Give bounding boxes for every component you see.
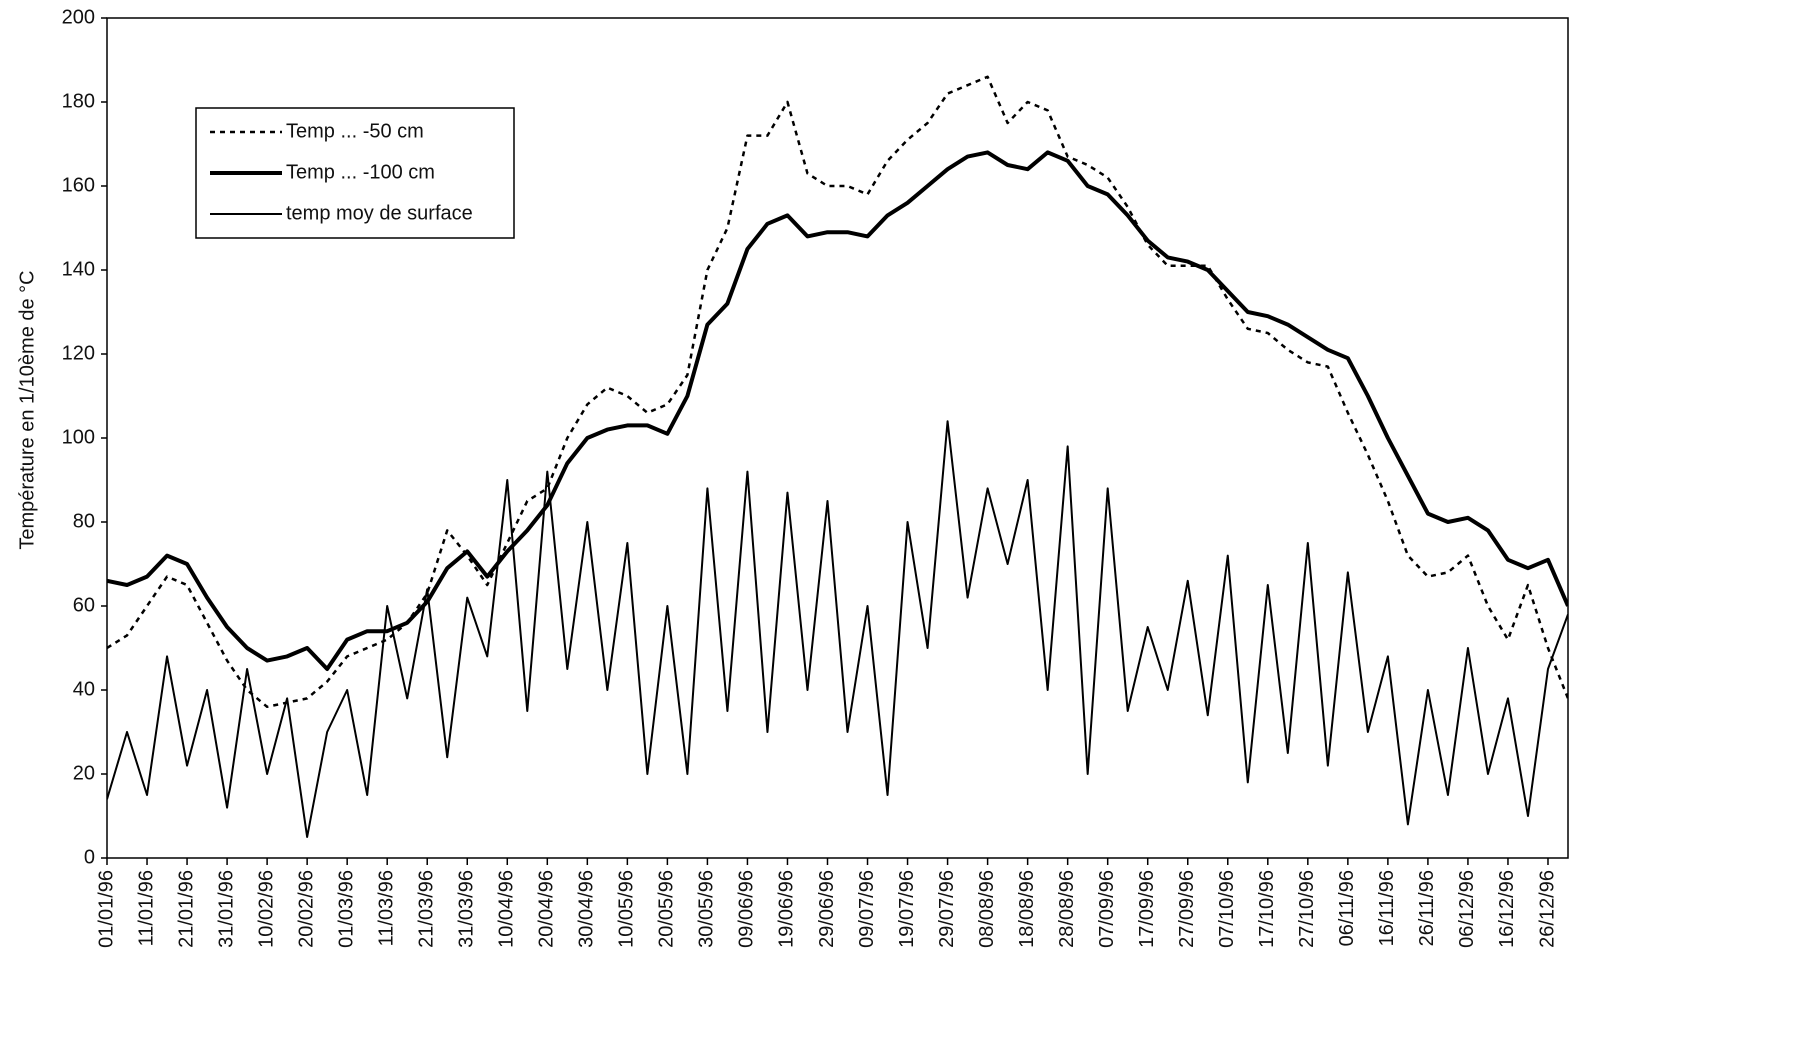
x-tick-label: 31/01/96 [215, 870, 237, 948]
x-tick-label: 06/12/96 [1456, 870, 1478, 948]
x-tick-label: 20/05/96 [656, 870, 678, 948]
x-tick-label: 10/04/96 [496, 870, 518, 948]
y-tick-label: 200 [62, 6, 95, 28]
x-tick-label: 06/11/96 [1336, 870, 1358, 946]
y-tick-label: 180 [62, 90, 95, 112]
x-tick-label: 21/01/96 [175, 870, 197, 948]
x-tick-label: 09/07/96 [856, 870, 878, 948]
y-tick-label: 20 [73, 762, 95, 784]
x-tick-label: 11/01/96 [135, 870, 157, 946]
x-tick-label: 17/10/96 [1256, 870, 1278, 948]
legend-label: Temp ... -50 cm [286, 120, 424, 142]
x-tick-label: 01/03/96 [335, 870, 357, 948]
legend-label: temp moy de surface [286, 202, 473, 224]
x-tick-label: 19/07/96 [896, 870, 918, 948]
y-tick-label: 60 [73, 594, 95, 616]
x-tick-label: 09/06/96 [736, 870, 758, 948]
y-tick-label: 100 [62, 426, 95, 448]
x-tick-label: 01/01/96 [95, 870, 117, 948]
y-tick-label: 0 [84, 846, 95, 868]
x-tick-label: 28/08/96 [1056, 870, 1078, 948]
x-tick-label: 18/08/96 [1016, 870, 1038, 948]
x-tick-label: 16/12/96 [1496, 870, 1518, 948]
x-tick-label: 20/02/96 [295, 870, 317, 948]
series-line [107, 420, 1568, 838]
x-tick-label: 21/03/96 [416, 870, 438, 948]
y-tick-label: 160 [62, 174, 95, 196]
x-tick-label: 27/10/96 [1296, 870, 1318, 948]
x-tick-label: 30/05/96 [696, 870, 718, 948]
x-tick-label: 26/12/96 [1536, 870, 1558, 948]
y-axis-title: Température en 1/10ème de °C [16, 270, 38, 549]
x-tick-label: 31/03/96 [456, 870, 478, 948]
y-tick-label: 80 [73, 510, 95, 532]
x-tick-label: 29/06/96 [816, 870, 838, 948]
x-tick-label: 27/09/96 [1176, 870, 1198, 948]
x-tick-label: 07/10/96 [1216, 870, 1238, 948]
x-tick-label: 19/06/96 [776, 870, 798, 948]
x-tick-label: 10/05/96 [616, 870, 638, 948]
legend-label: Temp ... -100 cm [286, 161, 435, 183]
x-tick-label: 20/04/96 [536, 870, 558, 948]
y-tick-label: 120 [62, 342, 95, 364]
y-tick-label: 40 [73, 678, 95, 700]
x-tick-label: 07/09/96 [1096, 870, 1118, 948]
x-tick-label: 16/11/96 [1376, 870, 1398, 946]
x-tick-label: 29/07/96 [936, 870, 958, 948]
x-tick-label: 11/03/96 [375, 870, 397, 946]
x-tick-label: 17/09/96 [1136, 870, 1158, 948]
series-line [107, 150, 1568, 671]
x-tick-label: 30/04/96 [576, 870, 598, 948]
y-tick-label: 140 [62, 258, 95, 280]
x-tick-label: 10/02/96 [255, 870, 277, 948]
x-tick-label: 08/08/96 [976, 870, 998, 948]
x-tick-label: 26/11/96 [1416, 870, 1438, 946]
